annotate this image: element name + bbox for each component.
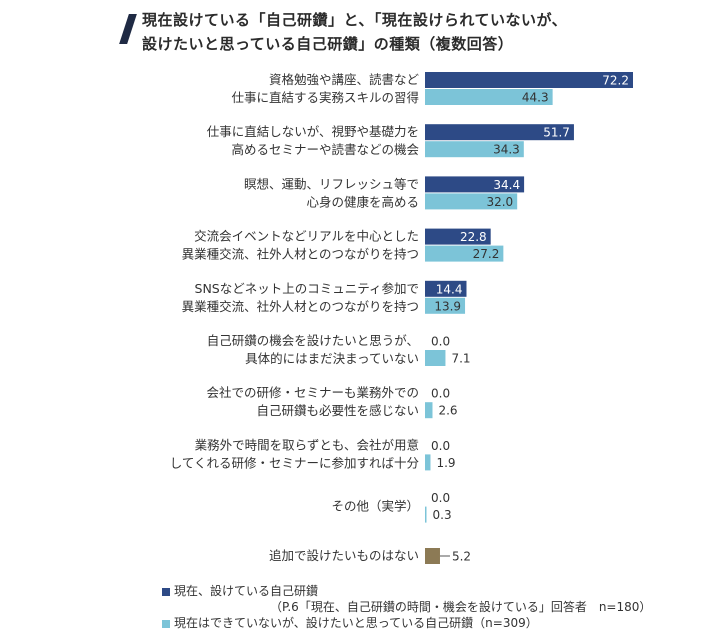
data-label-s1-6: 2.6 <box>438 404 457 418</box>
category-label-5-line0: 自己研鑽の機会を設けたいと思うが、 <box>207 333 419 348</box>
data-label-extra: 5.2 <box>452 550 471 564</box>
category-label-5-line1: 具体的にはまだ決まっていない <box>245 351 419 366</box>
data-label-s1-7: 1.9 <box>436 456 455 470</box>
category-label-8: その他（実学） <box>331 499 419 514</box>
legend-swatch-desired <box>162 619 170 628</box>
data-label-s0-2: 34.4 <box>493 178 520 192</box>
category-label-0-line0: 資格勉強や講座、読書など <box>269 72 420 87</box>
bar-s0-4 <box>425 280 467 297</box>
category-label-extra: 追加で設けたいものはない <box>269 548 419 563</box>
data-label-s0-8: 0.0 <box>431 491 450 505</box>
category-label-4-line0: SNSなどネット上のコミュニティ参加で <box>195 281 419 296</box>
legend-label-current: 現在、設けている自己研鑽 <box>174 584 319 598</box>
legend-item-current: 現在、設けている自己研鑽 <box>162 582 318 599</box>
category-label-4-line1: 異業種交流、社外人材とのつながりを持つ <box>182 299 419 314</box>
data-label-s0-7: 0.0 <box>431 439 450 453</box>
bar-s1-5 <box>425 350 446 366</box>
bar-extra <box>425 548 440 564</box>
bar-s1-7 <box>425 454 431 471</box>
data-label-s0-4: 14.4 <box>436 282 463 296</box>
bar-s0-2 <box>425 176 525 193</box>
category-label-6-line1: 自己研鑽も必要性を感じない <box>256 403 419 418</box>
data-label-s1-5: 7.1 <box>451 352 470 366</box>
category-label-3-line1: 異業種交流、社外人材とのつながりを持つ <box>182 247 419 262</box>
data-label-s0-0: 72.2 <box>602 74 629 88</box>
data-label-s0-3: 22.8 <box>460 230 487 244</box>
legend-swatch-current <box>162 587 170 596</box>
category-label-6-line0: 会社での研修・セミナーも業務外での <box>206 385 419 400</box>
data-label-s0-5: 0.0 <box>431 335 450 349</box>
category-label-2-line0: 瞑想、運動、リフレッシュ等で <box>244 176 419 191</box>
data-label-s1-8: 0.3 <box>433 508 452 522</box>
data-label-s1-4: 13.9 <box>434 299 461 313</box>
bar-s1-2 <box>425 193 518 210</box>
legend-label-desired: 現在はできていないが、設けたいと思っている自己研鑽（n=309） <box>174 616 538 630</box>
bar-s1-6 <box>425 402 433 419</box>
category-label-1-line1: 高めるセミナーや読書などの機会 <box>231 142 419 157</box>
category-label-1-line0: 仕事に直結しないが、視野や基礎力を <box>207 124 419 139</box>
bar-s1-1 <box>425 141 524 158</box>
data-label-s1-3: 27.2 <box>473 247 500 261</box>
bar-s1-8 <box>425 506 427 523</box>
category-label-7-line1: してくれる研修・セミナーに参加すれば十分 <box>170 455 419 470</box>
bar-s1-0 <box>425 89 553 105</box>
bar-s0-3 <box>425 228 491 245</box>
legend-item-desired: 現在はできていないが、設けたいと思っている自己研鑽（n=309） <box>162 614 538 631</box>
chart-title: 現在設けている「自己研鑽」と、「現在設けられていないが、 設けたいと思っている自… <box>142 8 567 56</box>
data-label-s1-2: 32.0 <box>486 195 513 209</box>
bar-s0-0 <box>425 72 633 88</box>
data-label-s0-6: 0.0 <box>431 387 450 401</box>
legend-note-current: （P.6「現在、自己研鑽の時間・機会を設けている」回答者 n=180） <box>270 600 652 614</box>
category-label-0-line1: 仕事に直結する実務スキルの習得 <box>231 90 419 105</box>
bar-s1-3 <box>425 245 504 262</box>
data-label-s1-0: 44.3 <box>522 91 549 105</box>
category-label-2-line1: 心身の健康を高める <box>306 194 419 209</box>
data-label-s1-1: 34.3 <box>493 143 520 157</box>
category-label-3-line0: 交流会イベントなどリアルを中心とした <box>194 229 419 244</box>
bar-s0-1 <box>425 124 574 141</box>
bar-s1-4 <box>425 297 466 314</box>
chart-title-line2: 設けたいと思っている自己研鑽」の種類（複数回答） <box>142 35 514 53</box>
category-label-7-line0: 業務外で時間を取らずとも、会社が用意 <box>195 437 419 452</box>
chart-title-line1: 現在設けている「自己研鑽」と、「現在設けられていないが、 <box>142 11 568 29</box>
data-label-s0-1: 51.7 <box>543 126 570 140</box>
